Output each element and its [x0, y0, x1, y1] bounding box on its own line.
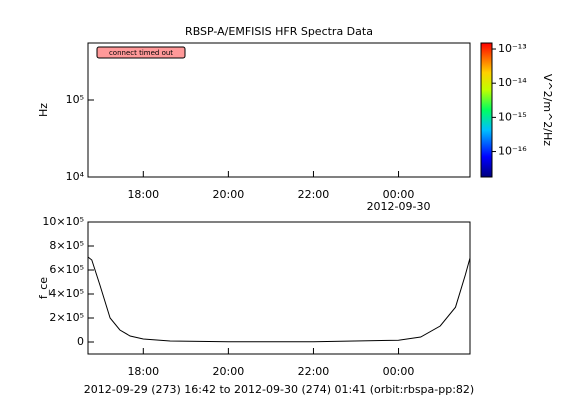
data-line — [87, 256, 471, 343]
y-tick-label: 6×10⁵ — [49, 263, 84, 276]
y-tick-label: 4×10⁵ — [49, 287, 84, 300]
y-tick-label: 8×10⁵ — [49, 239, 84, 252]
colorbar-tick-label: 10⁻¹⁵ — [498, 110, 527, 123]
x-tick-label: 18:00 — [127, 365, 159, 378]
plot-frame — [87, 221, 471, 355]
x-tick-label: 22:00 — [298, 365, 330, 378]
x-tick-label: 20:00 — [213, 188, 245, 201]
y-tick-label: 0 — [77, 335, 84, 348]
chart-title: RBSP-A/EMFISIS HFR Spectra Data — [185, 25, 373, 38]
x-date-label: 2012-09-30 — [367, 200, 431, 213]
y-tick-label: 2×10⁵ — [49, 311, 84, 324]
colorbar-label: V^2/m^2/Hz — [541, 74, 554, 146]
y-axis-label: Hz — [37, 103, 50, 117]
y-tick-label: 10×10⁵ — [42, 215, 84, 228]
x-tick-label: 00:00 — [383, 188, 415, 201]
y-tick-label: 10⁵ — [66, 93, 84, 106]
x-tick-label: 20:00 — [213, 365, 245, 378]
x-tick-label: 18:00 — [127, 188, 159, 201]
x-axis-label: 2012-09-29 (273) 16:42 to 2012-09-30 (27… — [84, 383, 474, 396]
y-axis-label: f_ce — [37, 277, 50, 299]
plot-frame — [87, 42, 471, 178]
annotation: connect timed out — [109, 49, 173, 57]
y-tick-label: 10⁴ — [66, 170, 85, 183]
colorbar — [480, 42, 493, 178]
x-tick-label: 22:00 — [298, 188, 330, 201]
colorbar-tick-label: 10⁻¹³ — [498, 42, 527, 55]
annotation-box — [96, 46, 186, 59]
colorbar-tick-label: 10⁻¹⁶ — [498, 145, 527, 158]
x-tick-label: 00:00 — [383, 365, 415, 378]
colorbar-tick-label: 10⁻¹⁴ — [498, 76, 527, 89]
